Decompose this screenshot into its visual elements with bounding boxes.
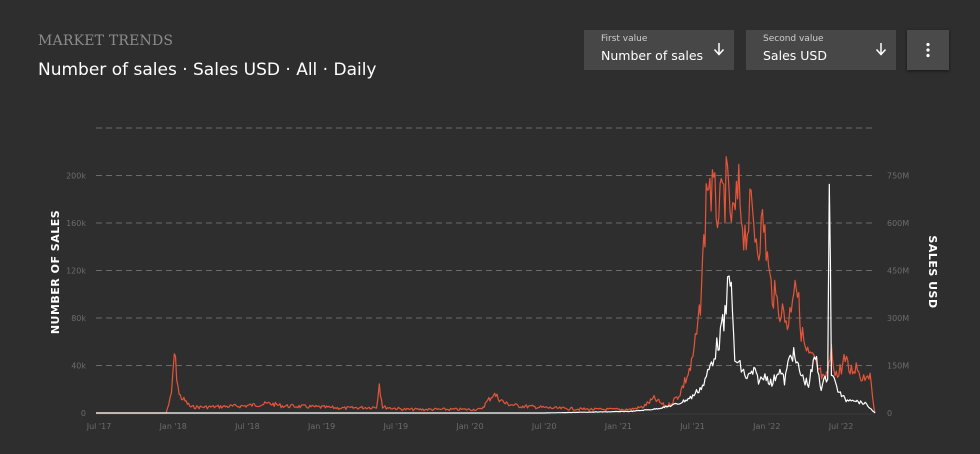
y-tick-label: 40k <box>71 362 86 371</box>
first-value-select[interactable]: First value Number of sales <box>584 30 734 70</box>
x-tick-label: Jan '18 <box>159 422 187 431</box>
y-tick-label: 160k <box>66 219 86 228</box>
y2-tick-label: 150M <box>887 362 909 371</box>
right-axis-title: SALES USD <box>926 235 939 308</box>
more-vertical-icon <box>926 42 930 58</box>
y2-tick-label: 600M <box>887 219 909 228</box>
x-axis-ticks: Jul '17 Jan '18 Jul '18 Jan '19 Jul '19 Jan '… <box>86 422 854 431</box>
y2-tick-label: 300M <box>887 314 909 323</box>
x-tick-label: Jul '18 <box>234 422 260 431</box>
y2-tick-label: 0 <box>887 409 892 418</box>
second-value-current: Sales USD <box>763 48 827 63</box>
more-options-button[interactable] <box>907 30 949 70</box>
x-tick-label: Jul '22 <box>828 422 854 431</box>
x-tick-label: Jul '21 <box>679 422 705 431</box>
first-value-label: First value <box>601 34 648 44</box>
number-of-sales-line <box>96 156 876 414</box>
chart-grid <box>96 127 875 415</box>
first-value-current: Number of sales <box>601 48 704 63</box>
right-axis-ticks: 0 150M 300M 450M 600M 750M <box>887 172 909 419</box>
y2-tick-label: 750M <box>887 172 909 181</box>
second-value-label: Second value <box>763 34 824 44</box>
x-tick-label: Jan '19 <box>307 422 335 431</box>
arrow-down-icon <box>875 43 887 56</box>
section-kicker: MARKET TRENDS <box>38 33 174 49</box>
y-tick-label: 0 <box>81 409 86 418</box>
x-tick-label: Jul '19 <box>383 422 409 431</box>
chart-subtitle: Number of sales · Sales USD · All · Dail… <box>38 60 377 80</box>
y-tick-label: 120k <box>66 267 86 276</box>
x-tick-label: Jul '17 <box>86 422 112 431</box>
y-tick-label: 200k <box>66 172 86 181</box>
chart-series <box>96 156 876 414</box>
x-tick-label: Jan '22 <box>752 422 780 431</box>
second-value-select[interactable]: Second value Sales USD <box>746 30 896 70</box>
x-tick-label: Jan '21 <box>604 422 632 431</box>
x-tick-label: Jan '20 <box>455 422 483 431</box>
sales-usd-line <box>96 183 876 414</box>
arrow-down-icon <box>713 43 725 56</box>
y2-tick-label: 450M <box>887 267 909 276</box>
x-tick-label: Jul '20 <box>531 422 557 431</box>
left-axis-title: NUMBER OF SALES <box>49 210 62 334</box>
left-axis-ticks: 0 40k 80k 120k 160k 200k <box>66 172 86 419</box>
y-tick-label: 80k <box>71 314 86 323</box>
